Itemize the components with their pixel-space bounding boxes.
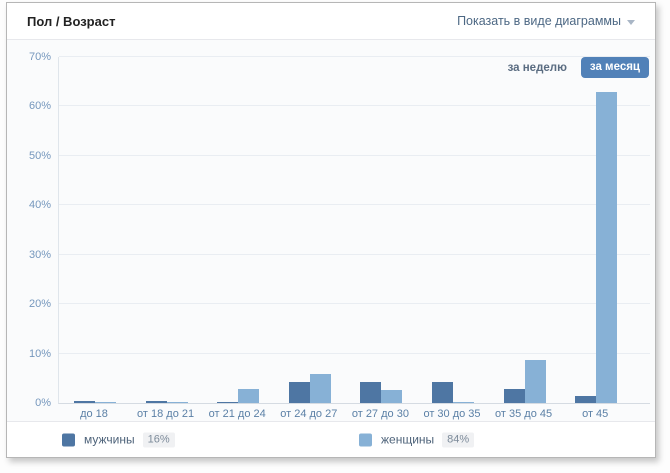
y-gridline (59, 105, 650, 107)
widget-header: Пол / Возраст Показать в виде диаграммы (7, 3, 655, 40)
bar-women (596, 92, 618, 403)
bar-women (524, 360, 546, 403)
y-tick-label: 0% (35, 397, 51, 409)
y-tick-label: 50% (28, 149, 51, 162)
bar-men (575, 396, 597, 403)
y-tick-label: 60% (28, 100, 51, 113)
bar-women (381, 390, 403, 403)
y-gridline (59, 204, 650, 206)
y-gridline (59, 303, 650, 305)
bar-women (453, 402, 474, 403)
bar-men (432, 382, 453, 403)
bar-men (145, 401, 167, 403)
bar-men (360, 382, 382, 403)
bar-men (288, 382, 310, 403)
legend-swatch-women (359, 433, 372, 446)
tab-week[interactable]: за неделю (507, 61, 567, 74)
page-title: Пол / Возраст (27, 13, 116, 29)
y-tick-label: 20% (28, 298, 51, 311)
plot-area (58, 56, 650, 404)
chart-region: за неделю за месяц 0% 10% 20% 30% 40% 50% 60% 7… (7, 40, 655, 422)
legend-value-women: 84% (442, 432, 475, 447)
y-tick-label: 10% (28, 347, 51, 360)
bar-women (95, 402, 116, 403)
bar-men (217, 402, 239, 403)
y-gridline (59, 154, 650, 156)
legend-value-men: 16% (142, 432, 175, 447)
legend-item-women: женщины 84% (359, 432, 475, 447)
period-tabs: за неделю за месяц (508, 57, 649, 78)
y-tick-label: 30% (28, 248, 51, 261)
x-tick-label: от 30 до 35 (423, 408, 481, 420)
y-tick-label: 70% (28, 51, 51, 63)
x-tick-label: от 27 до 30 (351, 408, 409, 420)
chart-legend: мужчины 16% женщины 84% (7, 422, 655, 457)
x-tick-label: от 24 до 27 (280, 408, 338, 420)
y-gridline (59, 352, 650, 354)
x-tick-label: от 18 до 21 (137, 408, 195, 420)
bar-women (166, 402, 188, 403)
chevron-down-icon (627, 19, 635, 25)
legend-swatch-men (62, 433, 75, 446)
bar-women (309, 374, 331, 403)
legend-item-men: мужчины 16% (62, 432, 175, 447)
legend-label-men: мужчины (84, 432, 135, 447)
tab-month[interactable]: за месяц (580, 57, 649, 78)
bar-women (238, 389, 260, 403)
view-mode-dropdown-label: Показать в виде диаграммы (457, 14, 621, 28)
legend-label-women: женщины (381, 432, 435, 447)
x-tick-label: от 35 до 45 (495, 408, 553, 420)
x-tick-label: от 45 (582, 408, 609, 420)
bar-men (74, 401, 95, 403)
x-tick-label: до 18 (80, 408, 108, 420)
stats-widget-card: Пол / Возраст Показать в виде диаграммы … (6, 2, 656, 458)
view-mode-dropdown[interactable]: Показать в виде диаграммы (457, 14, 635, 28)
x-tick-label: от 21 до 24 (208, 408, 266, 420)
y-gridline (59, 56, 650, 57)
y-gridline (59, 253, 650, 255)
y-tick-label: 40% (28, 199, 51, 212)
bar-men (503, 389, 525, 403)
